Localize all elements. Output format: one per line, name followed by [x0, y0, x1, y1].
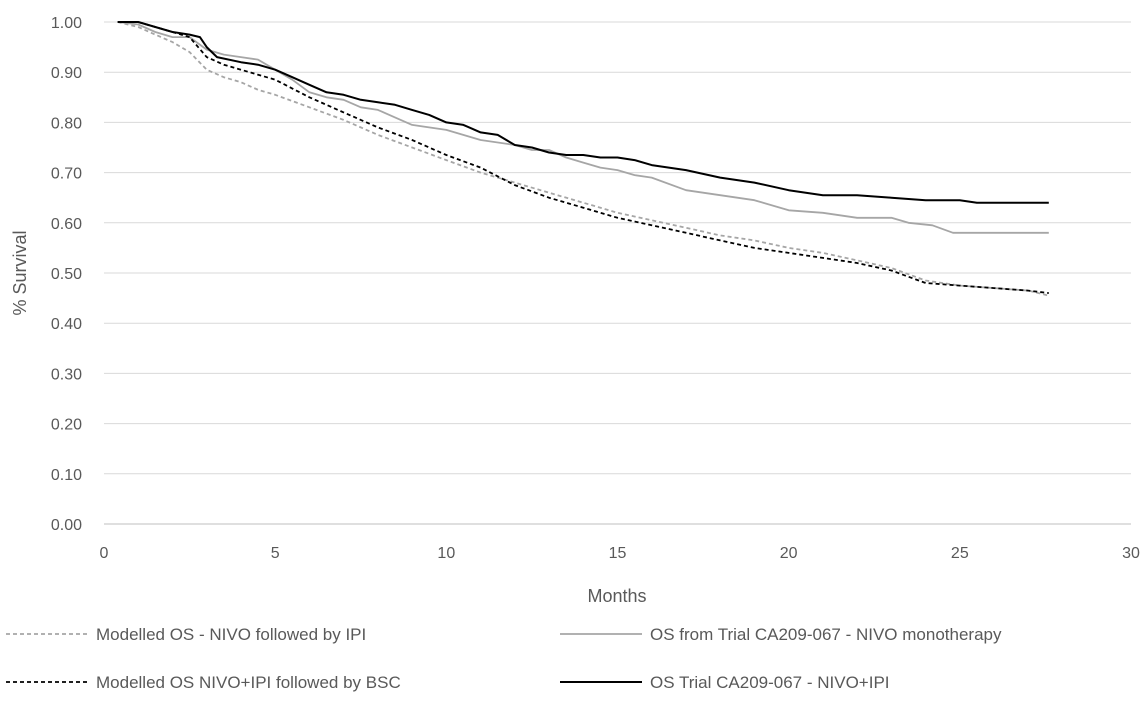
x-tick-label: 5	[271, 545, 280, 562]
y-tick-label: 0.10	[51, 467, 82, 484]
y-tick-label: 0.50	[51, 266, 82, 283]
x-tick-label: 20	[780, 545, 798, 562]
legend-label-4: OS Trial CA209-067 - NIVO+IPI	[650, 673, 890, 692]
y-tick-label: 1.00	[51, 15, 82, 32]
y-tick-label: 0.00	[51, 517, 82, 534]
x-axis-title: Months	[587, 586, 646, 606]
series-line-3	[117, 21, 1049, 294]
series-lines	[117, 21, 1050, 297]
legend-label-2: OS from Trial CA209-067 - NIVO monothera…	[650, 625, 1002, 644]
y-tick-label: 0.80	[51, 115, 82, 132]
y-tick-label: 0.90	[51, 65, 82, 82]
y-tick-label: 0.40	[51, 316, 82, 333]
series-line-2	[117, 21, 1049, 234]
y-axis-title: % Survival	[10, 230, 30, 315]
series-line-1	[117, 21, 1050, 297]
y-tick-label: 0.20	[51, 417, 82, 434]
y-tick-label: 0.30	[51, 366, 82, 383]
y-tick-label: 0.70	[51, 166, 82, 183]
x-tick-label: 10	[437, 545, 455, 562]
x-tick-label: 30	[1122, 545, 1140, 562]
legend-label-3: Modelled OS NIVO+IPI followed by BSC	[96, 673, 401, 692]
x-tick-label: 15	[609, 545, 627, 562]
series-line-4	[117, 21, 1049, 204]
legend-label-1: Modelled OS - NIVO followed by IPI	[96, 625, 366, 644]
legend: Modelled OS - NIVO followed by IPI OS fro…	[6, 625, 1002, 692]
y-tick-label: 0.60	[51, 216, 82, 233]
axes: 0.00 0.10 0.20 0.30 0.40 0.50 0.60 0.70 0.80 0.90…	[51, 15, 1140, 562]
x-tick-label: 25	[951, 545, 969, 562]
x-tick-label: 0	[100, 545, 109, 562]
gridlines	[104, 21, 1131, 475]
